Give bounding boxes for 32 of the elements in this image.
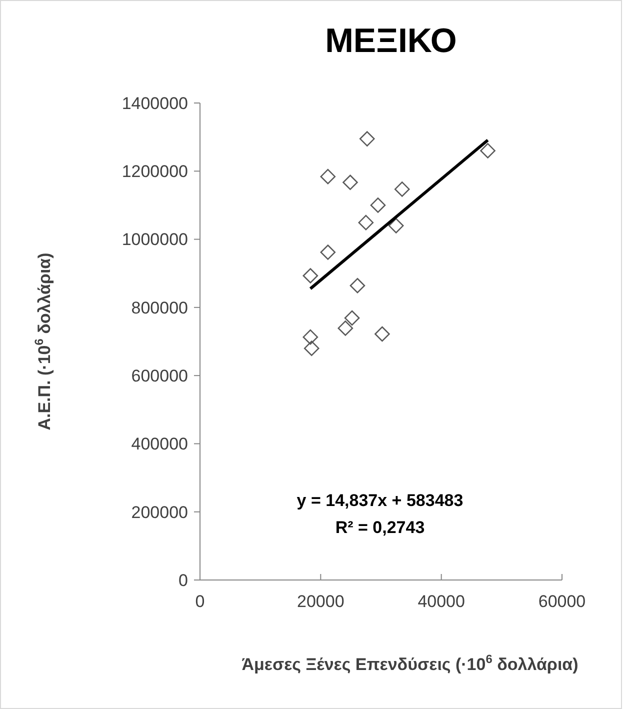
y-tick-label: 1200000 xyxy=(122,162,188,182)
point xyxy=(394,182,410,197)
point xyxy=(302,329,318,345)
point xyxy=(302,268,318,284)
point xyxy=(359,131,375,146)
y-tick-label: 1400000 xyxy=(122,94,188,113)
point xyxy=(320,168,336,184)
y-tick-label: 0 xyxy=(178,570,188,590)
point xyxy=(344,310,360,326)
y-tick-label: 400000 xyxy=(131,434,188,454)
y-tick-label: 1000000 xyxy=(122,230,188,250)
point xyxy=(320,244,336,260)
point xyxy=(480,143,496,158)
x-tick-label: 20000 xyxy=(297,592,344,611)
point xyxy=(304,340,320,356)
y-tick-label: 200000 xyxy=(131,502,188,522)
x-axis-title: Άμεσες Ξένες Επενδύσεις (·10$^{6}$ δολλάρια) xyxy=(242,652,578,674)
point xyxy=(338,320,354,336)
point xyxy=(370,198,386,213)
annotation: R² = 0,2743 xyxy=(335,518,425,537)
y-tick-label: 800000 xyxy=(131,298,188,318)
point xyxy=(388,218,404,234)
x-tick-label: 40000 xyxy=(418,592,465,611)
y-tick-label: 600000 xyxy=(131,366,188,386)
point xyxy=(358,214,374,230)
x-tick-label: 60000 xyxy=(538,592,586,611)
point xyxy=(350,278,366,294)
x-tick-label: 0 xyxy=(195,592,205,611)
annotation: y = 14,837x + 583483 xyxy=(296,491,464,510)
chart-title: ΜΕΞΙΚΟ xyxy=(325,22,457,60)
point xyxy=(342,174,358,190)
point xyxy=(374,326,390,342)
